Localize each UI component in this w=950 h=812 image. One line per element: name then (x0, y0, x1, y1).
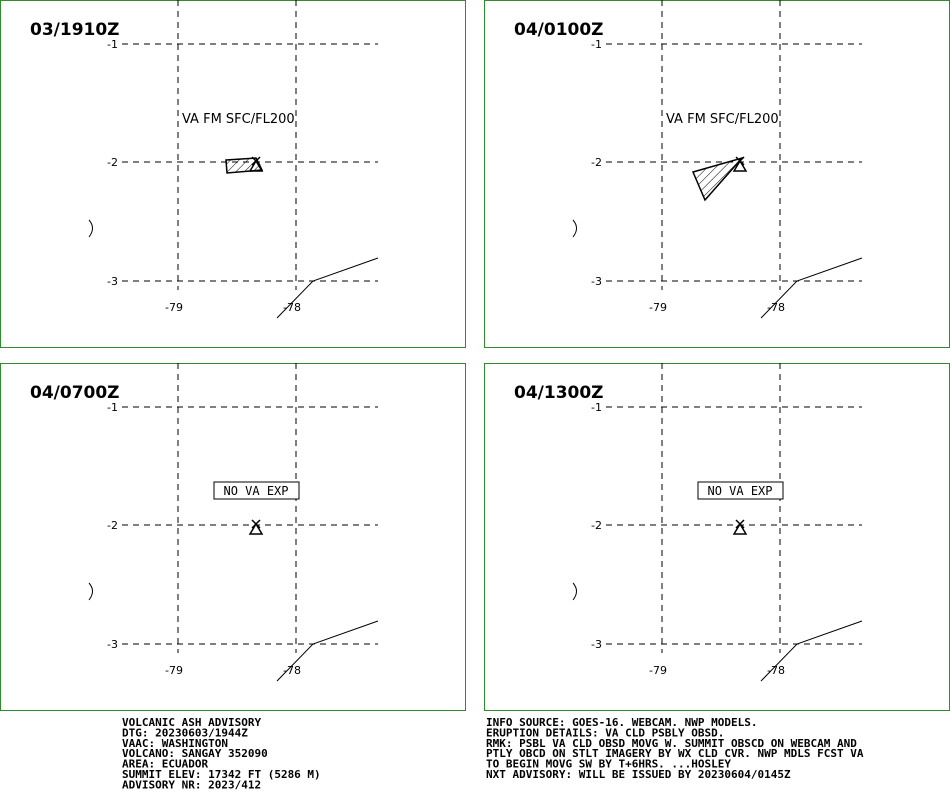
advisory-line: PTLY OBCD ON STLT IMAGERY BY WX CLD CVR.… (486, 747, 864, 760)
coastline (88, 219, 93, 238)
latitude-label: -1 (591, 38, 602, 51)
latitude-label: -2 (591, 519, 602, 532)
border-line (276, 257, 379, 319)
panel-border (484, 363, 950, 711)
volcano-eruption-mark (251, 519, 261, 529)
latitude-label: -3 (107, 638, 118, 651)
longitude-label: -79 (165, 301, 183, 314)
longitude-label: -79 (649, 664, 667, 677)
latitude-label: -3 (591, 638, 602, 651)
longitude-label: -78 (767, 664, 785, 677)
map-panel: 04/0100Z-1 -2 -3 -79 -78 VA FM SFC/FL200 (484, 0, 950, 348)
no-ash-label: NO VA EXP (707, 484, 772, 498)
latitude-label: -1 (107, 38, 118, 51)
volcano-symbol (732, 522, 748, 535)
advisory-line: NXT ADVISORY: WILL BE ISSUED BY 20230604… (486, 768, 791, 781)
latitude-label: -1 (107, 401, 118, 414)
panel-border (0, 0, 466, 348)
latitude-label: -3 (591, 275, 602, 288)
latitude-label: -1 (591, 401, 602, 414)
coastline (572, 582, 577, 601)
advisory-line: ERUPTION DETAILS: VA CLD PSBLY OBSD. (486, 726, 724, 739)
map-panel: 04/1300Z-1 -2 -3 -79 -78 NO VA EXP (484, 363, 950, 711)
valid-time: 03/1910Z (30, 20, 120, 40)
panel-border (0, 363, 466, 711)
advisory-line: INFO SOURCE: GOES-16. WEBCAM. NWP MODELS… (486, 716, 758, 729)
advisory-line: VAAC: WASHINGTON (122, 737, 228, 750)
border-line (276, 620, 379, 682)
longitude-label: -79 (649, 301, 667, 314)
longitude-label: -78 (767, 301, 785, 314)
label-box (213, 481, 300, 500)
advisory-line: RMK: PSBL VA CLD OBSD MOVG W. SUMMIT OBS… (486, 737, 857, 750)
longitude-label: -79 (165, 664, 183, 677)
advisory-line: AREA: ECUADOR (122, 758, 208, 771)
volcano-eruption-mark (735, 519, 745, 529)
volcano-symbol (248, 159, 264, 172)
valid-time: 04/0700Z (30, 383, 120, 403)
no-ash-label: NO VA EXP (223, 484, 288, 498)
border-line (760, 620, 863, 682)
border-line (760, 257, 863, 319)
latitude-label: -2 (591, 156, 602, 169)
ash-level-label: VA FM SFC/FL200 (666, 112, 779, 127)
volcano-symbol (732, 159, 748, 172)
advisory-line: TO BEGIN MOVG SW BY T+6HRS. ...HOSLEY (486, 758, 731, 771)
latitude-label: -3 (107, 275, 118, 288)
advisory-line: ADVISORY NR: 2023/412 (122, 778, 261, 791)
map-panel: 03/1910Z-1 -2 -3 -79 -78 VA FM SFC/FL200 (0, 0, 466, 348)
valid-time: 04/0100Z (514, 20, 604, 40)
advisory-line: VOLCANIC ASH ADVISORY (122, 716, 261, 729)
volcano-eruption-mark (735, 156, 745, 166)
advisory-line: SUMMIT ELEV: 17342 FT (5286 M) (122, 768, 321, 781)
volcano-eruption-mark (251, 156, 261, 166)
label-box (697, 481, 784, 500)
latitude-label: -2 (107, 519, 118, 532)
ash-cloud (691, 156, 745, 202)
map-panel: 04/0700Z-1 -2 -3 -79 -78 NO VA EXP (0, 363, 466, 711)
ash-level-label: VA FM SFC/FL200 (182, 112, 295, 127)
longitude-label: -78 (283, 664, 301, 677)
advisory-line: VOLCANO: SANGAY 352090 (122, 747, 268, 760)
coastline (572, 219, 577, 238)
volcano-symbol (248, 522, 264, 535)
coastline (88, 582, 93, 601)
advisory-line: DTG: 20230603/1944Z (122, 726, 248, 739)
latitude-label: -2 (107, 156, 118, 169)
valid-time: 04/1300Z (514, 383, 604, 403)
longitude-label: -78 (283, 301, 301, 314)
